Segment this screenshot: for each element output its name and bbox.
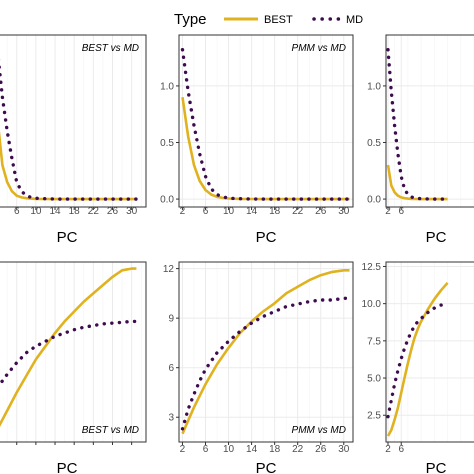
x-tick-label: 22 bbox=[292, 444, 304, 455]
y-tick-label: 0.5 bbox=[367, 138, 381, 149]
x-tick-label: 10 bbox=[30, 206, 42, 217]
facet-label: BEST vs MD bbox=[82, 425, 139, 436]
x-tick-label: 26 bbox=[315, 206, 327, 217]
x-tick-label: 6 bbox=[398, 444, 404, 455]
x-tick-label: 6 bbox=[398, 206, 404, 217]
x-tick-label: 10 bbox=[223, 206, 235, 217]
facet-label: PMM vs MD bbox=[292, 43, 346, 54]
y-tick-label: 0.0 bbox=[160, 195, 174, 206]
x-tick-label: 2 bbox=[180, 206, 186, 217]
facet-panel-top-right: 2 6 0.0 0.5 1.0 PC bbox=[367, 34, 474, 246]
panel-border bbox=[0, 261, 147, 443]
legend: Type BEST MD bbox=[174, 11, 363, 28]
x-axis-title: PC bbox=[426, 229, 447, 246]
legend-title: Type bbox=[174, 11, 207, 28]
panel-border bbox=[178, 261, 354, 443]
y-tick-label: 6 bbox=[168, 363, 174, 374]
y-tick-label: 0.0 bbox=[367, 195, 381, 206]
panel-border bbox=[178, 34, 354, 208]
x-tick-label: 30 bbox=[338, 206, 350, 217]
y-tick-label: 2.5 bbox=[367, 411, 381, 422]
series-line-md bbox=[386, 302, 450, 419]
x-tick-label: 18 bbox=[269, 444, 281, 455]
facet-label: PMM vs MD bbox=[292, 425, 346, 436]
series-line-best bbox=[0, 130, 137, 201]
x-tick-label: 14 bbox=[246, 444, 258, 455]
x-tick-label: 10 bbox=[223, 444, 235, 455]
y-tick-label: 12.5 bbox=[362, 262, 382, 273]
y-tick-label: 3 bbox=[168, 413, 174, 424]
x-tick-label: 14 bbox=[246, 206, 258, 217]
x-tick-label: 26 bbox=[107, 206, 119, 217]
panel-border bbox=[385, 34, 474, 208]
x-tick-label: 30 bbox=[338, 444, 350, 455]
panel-background bbox=[386, 262, 474, 442]
panel-border bbox=[0, 34, 147, 208]
x-tick-label: 2 bbox=[180, 444, 186, 455]
series-line-md bbox=[0, 319, 139, 388]
facet-panel-top-left: 6 10 14 18 22 26 30 BEST vs MD PC bbox=[0, 34, 147, 246]
x-tick-label: 30 bbox=[126, 206, 138, 217]
y-tick-label: 12 bbox=[163, 264, 175, 275]
x-axis-title: PC bbox=[57, 460, 78, 474]
y-tick-label: 0.5 bbox=[160, 138, 174, 149]
x-tick-label: 26 bbox=[315, 444, 327, 455]
facet-label: BEST vs MD bbox=[82, 43, 139, 54]
panel-background bbox=[179, 262, 353, 442]
x-tick-label: 22 bbox=[88, 206, 100, 217]
x-tick-label: 2 bbox=[385, 206, 391, 217]
x-tick-label: 2 bbox=[385, 444, 391, 455]
y-tick-label: 1.0 bbox=[160, 81, 174, 92]
series-line-best bbox=[386, 281, 449, 437]
series-line-best bbox=[181, 97, 350, 201]
y-tick-label: 9 bbox=[168, 314, 174, 325]
x-tick-label: 18 bbox=[69, 206, 81, 217]
series-line-md bbox=[386, 48, 450, 201]
x-tick-label: 6 bbox=[203, 444, 209, 455]
y-tick-label: 5.0 bbox=[367, 374, 381, 385]
x-tick-label: 22 bbox=[292, 206, 304, 217]
y-tick-label: 10.0 bbox=[362, 299, 382, 310]
series-line-best bbox=[181, 268, 350, 435]
legend-label-md: MD bbox=[346, 14, 363, 26]
x-tick-label: 14 bbox=[49, 206, 61, 217]
x-tick-label: 6 bbox=[14, 206, 20, 217]
y-tick-label: 7.5 bbox=[367, 336, 381, 347]
panel-background bbox=[179, 35, 353, 207]
panel-background bbox=[0, 262, 146, 442]
panel-background bbox=[0, 35, 146, 207]
x-axis-title: PC bbox=[256, 229, 277, 246]
x-axis-title: PC bbox=[426, 460, 447, 474]
series-line-best bbox=[0, 267, 137, 428]
x-tick-label: 6 bbox=[203, 206, 209, 217]
panel-border bbox=[385, 261, 474, 443]
legend-label-best: BEST bbox=[264, 14, 293, 26]
x-axis-title: PC bbox=[256, 460, 277, 474]
series-line-md bbox=[180, 296, 352, 431]
y-tick-label: 1.0 bbox=[367, 81, 381, 92]
facet-panel-bottom-right: 2 6 2.5 5.0 7.5 10.0 12.5 PC bbox=[362, 261, 474, 474]
x-axis-title: PC bbox=[57, 229, 78, 246]
x-tick-label: 18 bbox=[269, 206, 281, 217]
facet-panel-bottom-left: BEST vs MD PC bbox=[0, 261, 147, 474]
